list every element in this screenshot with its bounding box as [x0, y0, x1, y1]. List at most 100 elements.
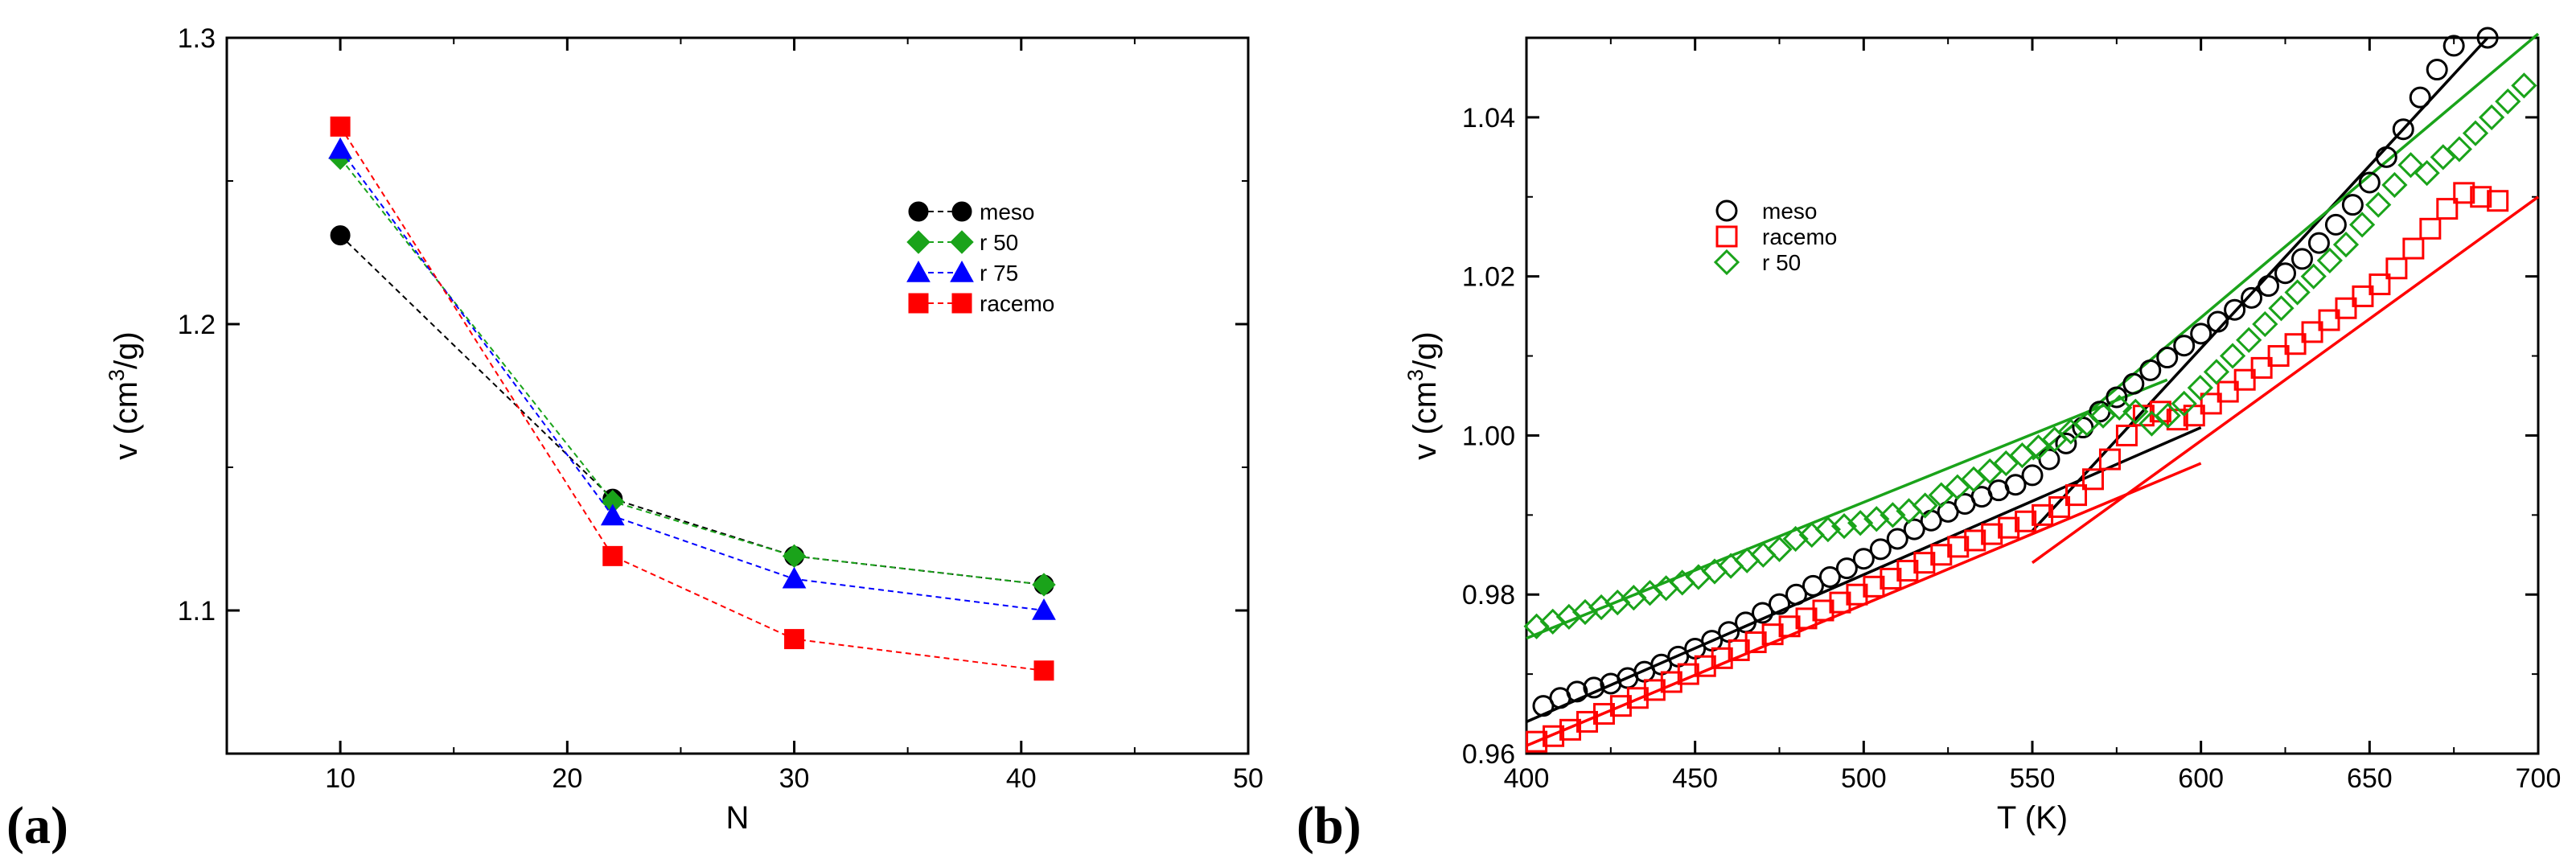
- a-ytick-label-1.1: 1.1: [178, 596, 216, 627]
- b-point-racemo-10: [1677, 663, 1699, 685]
- b-xtick-label-600: 600: [2178, 763, 2224, 794]
- b-legend-label-meso: meso: [1762, 199, 1817, 224]
- b-point-racemo-18: [1812, 599, 1834, 622]
- b-point-meso-45: [2274, 262, 2296, 285]
- panel-b-ticks: 400 450 500 550 600 650 700 0.96 0.98 1.00 1.02 1.0…: [1462, 37, 2562, 794]
- b-point-r-50-22: [1863, 506, 1890, 532]
- a-legend-marker-r-50-b: [950, 230, 974, 254]
- b-point-r-50-52: [2348, 212, 2376, 238]
- b-point-meso-39: [2173, 335, 2196, 357]
- a-legend-marker-r-50-a: [906, 230, 931, 254]
- b-point-racemo-23: [1896, 560, 1919, 582]
- b-point-racemo-41: [2200, 392, 2222, 415]
- a-legend-marker-racemo-a: [908, 293, 929, 314]
- b-point-meso-38: [2156, 347, 2179, 369]
- b-point-racemo-25: [1930, 544, 1953, 566]
- b-point-racemo-45: [2267, 345, 2290, 368]
- b-xtick-label-550: 550: [2010, 763, 2056, 794]
- b-xtick-label-700: 700: [2516, 763, 2562, 794]
- b-point-r-50-55: [2397, 152, 2424, 179]
- panel-a-legend: meso r 50 r 75 racemo: [906, 199, 1054, 316]
- b-point-r-50-21: [1847, 510, 1874, 536]
- b-point-racemo-50: [2352, 285, 2374, 307]
- b-point-meso-14: [1752, 602, 1774, 624]
- b-point-racemo-35: [2098, 448, 2121, 471]
- b-point-racemo-27: [1964, 529, 1986, 552]
- b-point-racemo-7: [1626, 687, 1649, 709]
- b-point-r-50-25: [1912, 492, 1938, 519]
- a-legend-label-meso: meso: [980, 199, 1034, 224]
- b-point-racemo-31: [2032, 503, 2054, 526]
- a-legend-marker-r-75-a: [906, 260, 931, 282]
- b-point-r-50-29: [1977, 458, 2003, 485]
- b-point-meso-36: [2122, 372, 2145, 395]
- b-point-r-50-48: [2284, 279, 2311, 306]
- b-legend-marker-r-50: [1713, 249, 1740, 276]
- a-legend-label-r-50: r 50: [980, 230, 1018, 255]
- b-point-r-50-62: [2511, 72, 2537, 99]
- b-point-racemo-22: [1880, 567, 1902, 590]
- b-fit-line-5: [1526, 378, 2168, 640]
- b-point-racemo-2: [1543, 725, 1565, 747]
- panel-a-ticks: 10 20 30 40 50 1.1 1.2 1.3: [178, 23, 1263, 794]
- b-point-r-50-47: [2268, 295, 2295, 322]
- b-point-r-50-23: [1880, 502, 1906, 528]
- a-xtick-label-50: 50: [1233, 763, 1263, 794]
- b-ytick-label-0.98: 0.98: [1462, 580, 1515, 610]
- b-point-meso-3: [1566, 680, 1588, 703]
- b-point-racemo-6: [1609, 695, 1632, 717]
- b-point-meso-37: [2139, 359, 2162, 381]
- b-point-meso-21: [1869, 538, 1892, 561]
- b-point-racemo-12: [1711, 647, 1733, 669]
- a-xtick-label-30: 30: [779, 763, 810, 794]
- b-point-racemo-48: [2318, 309, 2340, 331]
- b-point-racemo-44: [2250, 356, 2273, 379]
- b-point-meso-16: [1785, 583, 1807, 606]
- a-legend-label-racemo: racemo: [980, 291, 1054, 316]
- b-point-r-50-44: [2219, 343, 2246, 369]
- b-point-meso-55: [2442, 35, 2465, 57]
- a-point-r-50-3: [782, 544, 807, 569]
- b-point-r-50-54: [2381, 171, 2408, 199]
- b-point-racemo-11: [1694, 655, 1716, 677]
- b-point-racemo-46: [2284, 333, 2307, 355]
- a-xtick-label-40: 40: [1006, 763, 1037, 794]
- b-point-meso-32: [2055, 432, 2077, 454]
- b-point-meso-47: [2307, 232, 2330, 254]
- b-point-r-50-20: [1830, 513, 1858, 540]
- b-fit-line-1: [1526, 425, 2202, 724]
- b-xtick-label-450: 450: [1672, 763, 1718, 794]
- b-point-racemo-19: [1829, 591, 1851, 614]
- b-point-racemo-1: [1526, 730, 1548, 753]
- b-point-r-50-45: [2236, 327, 2262, 353]
- a-legend-marker-r-75-b: [950, 260, 974, 282]
- b-point-r-50-51: [2332, 231, 2360, 258]
- b-point-meso-20: [1852, 548, 1875, 570]
- b-point-racemo-3: [1559, 718, 1582, 741]
- a-legend-marker-meso-a: [908, 201, 929, 222]
- b-point-r-50-40: [2155, 402, 2181, 429]
- b-point-r-50-16: [1766, 536, 1793, 562]
- panel-b-label: (b): [1296, 796, 1362, 855]
- b-point-r-50-42: [2187, 374, 2213, 401]
- panel-a-label: (a): [6, 796, 68, 855]
- b-point-racemo-20: [1846, 583, 1868, 606]
- b-legend-marker-meso: [1715, 199, 1738, 222]
- b-ytick-label-0.96: 0.96: [1462, 739, 1515, 770]
- b-point-racemo-5: [1592, 703, 1615, 725]
- b-point-meso-43: [2241, 286, 2263, 309]
- b-point-racemo-17: [1795, 607, 1818, 630]
- panel-a: 10 20 30 40 50 1.1 1.2 1.3 meso r 50 r 75 racemo N…: [6, 23, 1263, 855]
- b-point-racemo-21: [1863, 575, 1885, 598]
- a-legend-marker-meso-b: [951, 201, 972, 222]
- b-point-racemo-43: [2233, 368, 2256, 391]
- a-point-racemo-4: [1033, 660, 1054, 681]
- b-legend-label-r-50: r 50: [1762, 250, 1801, 275]
- b-point-meso-44: [2258, 275, 2280, 298]
- b-point-meso-4: [1583, 676, 1605, 699]
- a-series-meso-line: [339, 234, 1045, 586]
- b-point-r-50-37: [2106, 394, 2133, 421]
- panel-b-ylabel: v (cm3/g): [1403, 331, 1443, 459]
